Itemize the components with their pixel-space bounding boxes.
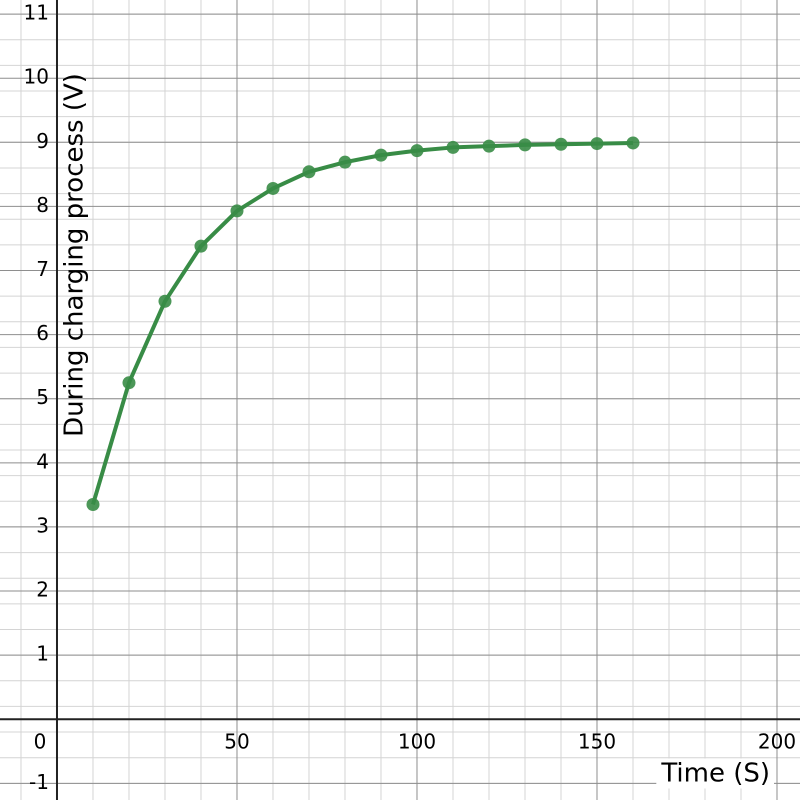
data-point	[266, 181, 280, 195]
y-tick-label: 10	[24, 65, 49, 89]
y-tick-label: 2	[36, 578, 49, 602]
x-tick-label: 150	[578, 730, 616, 754]
y-tick-label: 1	[36, 642, 49, 666]
data-point	[194, 239, 208, 253]
y-tick-label: 3	[36, 513, 49, 537]
data-point	[590, 137, 604, 151]
labels: 0 50 100 150 200 -1 1 2 3 4 5 6 7 8 9 10 11 Time (S) Durin…	[24, 1, 797, 794]
data-point	[338, 155, 352, 169]
data-point	[518, 138, 532, 152]
y-axis-label: During charging process (V)	[60, 73, 90, 437]
data-point	[230, 204, 244, 218]
data-point	[86, 497, 100, 511]
y-tick-label: 7	[36, 257, 49, 281]
y-tick-label: -1	[29, 770, 49, 794]
data-point	[374, 148, 388, 162]
x-axis-label-background	[656, 758, 774, 789]
x-tick-label: 50	[224, 730, 249, 754]
y-tick-label: 11	[24, 1, 49, 25]
data-point	[554, 137, 568, 151]
data-point	[302, 165, 316, 179]
data-line	[91, 140, 634, 506]
marks	[86, 136, 640, 511]
y-tick-label: 5	[36, 385, 49, 409]
y-tick-label: 9	[36, 129, 49, 153]
x-tick-label: 100	[398, 730, 436, 754]
data-point	[626, 136, 640, 150]
x-tick-label: 0	[34, 730, 47, 754]
y-tick-label: 6	[36, 321, 49, 345]
y-tick-label: 8	[36, 193, 49, 217]
y-tick-label: 4	[36, 449, 49, 473]
data-point	[158, 294, 172, 308]
data-point	[410, 144, 424, 158]
data-point	[482, 139, 496, 153]
x-tick-label: 200	[758, 730, 796, 754]
data-point	[122, 376, 136, 390]
x-axis-label: Time (S)	[660, 759, 770, 789]
data-point	[446, 140, 460, 154]
